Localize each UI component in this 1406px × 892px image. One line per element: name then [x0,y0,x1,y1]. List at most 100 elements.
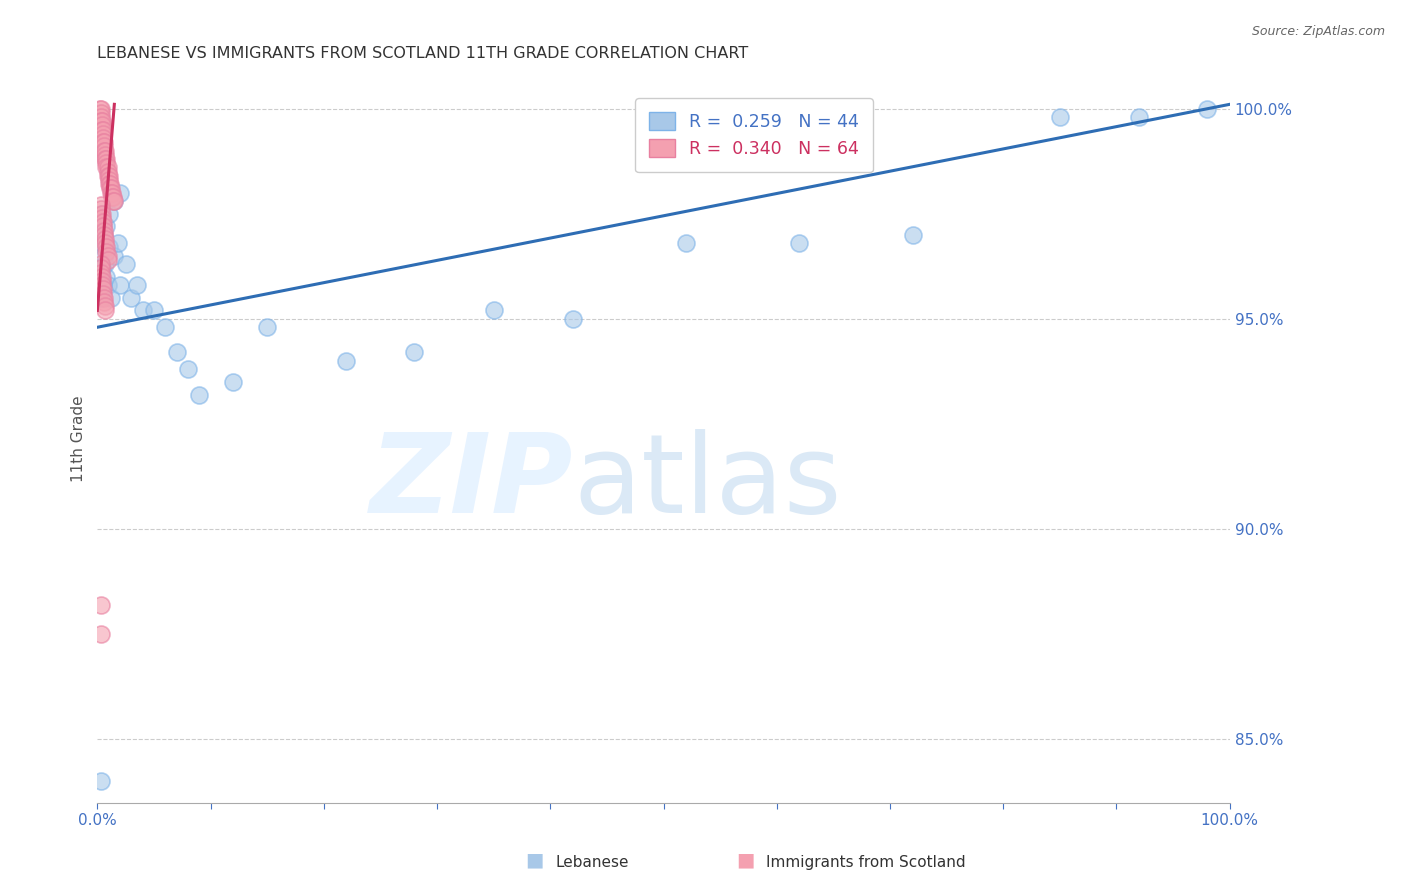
Point [131,303,153,318]
Point [97,207,120,221]
Point [97,169,120,183]
Point [188,387,211,401]
Point [96,169,118,183]
Point [90,261,112,276]
Point [96,278,118,293]
Point [89,102,111,116]
Point [166,345,188,359]
Text: Lebanese: Lebanese [555,855,628,870]
Point [91,219,114,234]
Point [91,219,114,234]
Point [256,320,278,334]
Point [96,252,118,267]
Point [114,257,136,271]
Point [93,223,115,237]
Point [177,362,200,376]
Y-axis label: 11th Grade: 11th Grade [72,395,86,482]
Point [143,303,166,318]
Point [90,122,112,136]
Point [90,278,112,293]
Point [96,152,118,166]
Point [97,240,120,254]
Point [91,278,114,293]
Point [107,236,129,251]
Point [789,236,811,251]
Point [90,266,112,280]
Point [335,354,357,368]
Point [91,131,114,145]
Point [125,278,148,293]
Point [120,291,142,305]
Point [97,178,120,192]
Point [482,303,505,318]
Point [101,190,124,204]
Point [108,186,131,200]
Text: Source: ZipAtlas.com: Source: ZipAtlas.com [1251,25,1385,38]
Point [222,375,245,389]
Point [108,278,131,293]
Point [90,261,112,276]
Point [96,164,118,178]
Point [94,303,117,318]
Point [93,227,115,242]
Point [91,215,114,229]
Point [91,127,114,141]
Point [94,144,117,158]
Point [101,186,124,200]
Point [90,102,112,116]
Point [90,202,112,217]
Point [94,152,117,166]
Point [404,345,426,359]
Point [93,139,115,153]
Point [90,274,112,288]
Point [901,227,924,242]
Point [98,178,121,192]
Point [1197,102,1219,116]
Point [93,135,115,149]
Point [94,232,117,246]
Point [94,299,117,313]
Point [90,236,112,251]
Text: atlas: atlas [574,429,841,536]
Point [98,181,121,195]
Point [90,105,112,120]
Point [90,291,112,305]
Point [89,227,111,242]
Point [96,269,118,284]
Text: LEBANESE VS IMMIGRANTS FROM SCOTLAND 11TH GRADE CORRELATION CHART: LEBANESE VS IMMIGRANTS FROM SCOTLAND 11T… [97,46,748,62]
Point [90,114,112,128]
Point [1128,110,1150,124]
Point [94,148,117,162]
Point [96,249,118,263]
Point [96,244,118,259]
Point [97,173,120,187]
Point [96,240,118,254]
Point [96,161,118,175]
Point [91,286,114,301]
Point [90,774,112,789]
Point [90,269,112,284]
Point [93,249,115,263]
Text: ■: ■ [735,851,755,870]
Point [675,236,697,251]
Point [90,207,112,221]
Point [90,257,112,271]
Point [562,311,585,326]
Point [94,257,117,271]
Point [90,207,112,221]
Text: Immigrants from Scotland: Immigrants from Scotland [766,855,966,870]
Point [93,291,115,305]
Point [93,227,115,242]
Point [90,114,112,128]
Point [155,320,177,334]
Point [90,211,112,225]
Point [100,291,122,305]
Point [90,110,112,124]
Point [94,236,117,251]
Point [90,198,112,212]
Point [93,144,115,158]
Point [103,190,125,204]
Point [91,282,114,296]
Point [93,295,115,310]
Point [103,194,125,208]
